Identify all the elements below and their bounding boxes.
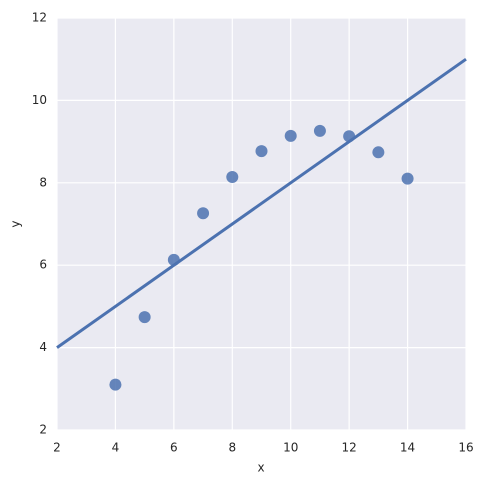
x-tick-label: 8	[228, 441, 236, 455]
x-axis-label: x	[257, 461, 264, 475]
y-tick-label: 12	[32, 11, 47, 25]
scatter-point	[255, 145, 268, 158]
scatter-point	[401, 172, 414, 185]
y-tick-label: 6	[39, 258, 47, 272]
scatter-point	[197, 207, 210, 220]
scatter-point	[313, 124, 326, 137]
y-tick-label: 2	[39, 423, 47, 437]
y-tick-label: 10	[32, 93, 47, 107]
plot-area	[57, 18, 466, 430]
scatter-point	[226, 171, 239, 184]
x-tick-label: 14	[400, 441, 415, 455]
x-tick-label: 4	[112, 441, 120, 455]
y-axis-label: y	[9, 220, 23, 227]
x-tick-label: 2	[53, 441, 61, 455]
y-tick-label: 8	[39, 175, 47, 189]
scatter-point	[372, 146, 385, 159]
x-tick-label: 16	[458, 441, 473, 455]
x-tick-label: 12	[342, 441, 357, 455]
x-tick-label: 6	[170, 441, 178, 455]
y-tick-label: 4	[39, 340, 47, 354]
x-tick-label: 10	[283, 441, 298, 455]
scatter-point	[109, 378, 122, 391]
scatter-point	[138, 311, 151, 324]
regression-line	[56, 57, 467, 349]
scatter-point	[284, 129, 297, 142]
